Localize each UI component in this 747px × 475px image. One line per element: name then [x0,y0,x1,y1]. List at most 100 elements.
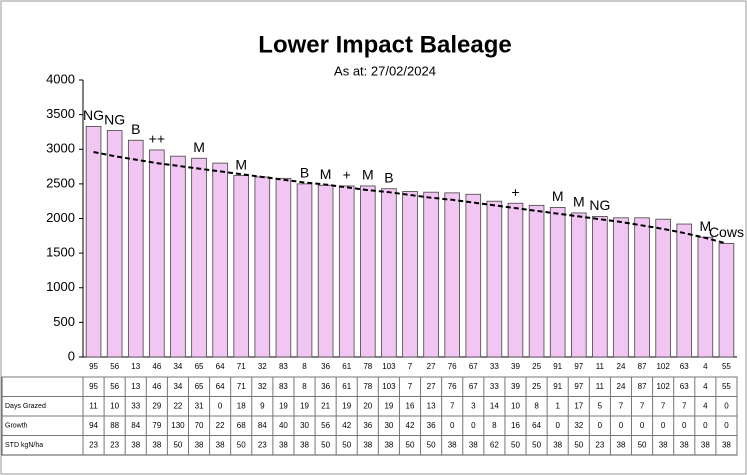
table-header: 25 [532,382,541,391]
x-tick-label: 71 [237,362,246,371]
table-cell: 11 [89,401,98,410]
bar [570,212,587,358]
table-cell: 19 [342,401,351,410]
table-cell: 64 [532,421,541,430]
table-cell: 0 [682,421,687,430]
x-tick-label: 63 [680,362,689,371]
table-cell: 50 [427,440,436,449]
y-tick-label: 3500 [46,106,75,121]
table-cell: 70 [195,421,204,430]
table-cell: 10 [511,401,520,410]
x-tick-label: 46 [152,362,161,371]
table-cell: 38 [195,440,204,449]
table-cell: 50 [574,440,583,449]
x-tick-label: 27 [427,362,436,371]
bar [528,204,545,358]
table-header: 32 [258,382,267,391]
table-cell: 30 [384,421,393,430]
annotation: B [384,169,393,185]
x-tick-label: 33 [490,362,499,371]
bar [85,125,102,358]
table-cell: 7 [682,401,687,410]
y-tick-label: 2500 [46,175,75,190]
table-cell: 88 [110,421,119,430]
table-header: 56 [110,382,119,391]
bar [360,185,376,358]
bar [127,139,144,358]
annotation: M [235,156,247,172]
table-cell: 22 [216,421,225,430]
table-cell: 38 [363,440,372,449]
table-cell: 13 [427,401,436,410]
bar [486,200,503,358]
bar [254,176,271,358]
table-cell: 38 [701,440,710,449]
table-cell: 62 [490,440,499,449]
annotation: B [131,121,140,137]
table-header: 61 [342,382,351,391]
table-header: 63 [680,382,689,391]
x-tick-label: 76 [448,362,457,371]
table-cell: 50 [321,440,330,449]
annotation: M [700,218,712,234]
table-cell: 38 [216,440,225,449]
annotation: NG [83,107,104,123]
x-tick-label: 11 [596,362,605,371]
table-cell: 1 [555,401,560,410]
annotation: + [511,184,519,200]
table-cell: 0 [450,421,455,430]
table-cell: 50 [638,440,647,449]
y-tick-label: 1000 [46,279,75,294]
bar [338,185,355,358]
x-tick-label: 25 [532,362,541,371]
table-cell: 94 [89,421,98,430]
table-cell: 38 [469,440,478,449]
table-header: 103 [382,382,396,391]
bar [549,207,566,358]
table-cell: 38 [152,440,161,449]
x-tick-label: 91 [553,362,562,371]
table-cell: 0 [661,421,666,430]
table-header: 95 [89,382,98,391]
table-cell: 16 [406,401,415,410]
annotation: NG [104,111,125,127]
table-cell: 38 [384,440,393,449]
table-header: 24 [617,382,626,391]
bar [402,191,418,358]
x-tick-label: 64 [216,362,225,371]
table-header: 13 [131,382,140,391]
table-header: 64 [216,382,225,391]
x-tick-label: 67 [469,362,478,371]
x-tick-label: 34 [173,362,182,371]
table-header: 71 [237,382,246,391]
table-cell: 38 [617,440,626,449]
table-cell: 50 [532,440,541,449]
x-tick-label: 8 [302,362,307,371]
x-tick-label: 55 [722,362,731,371]
annotation: B [300,165,309,181]
table-cell: 8 [534,401,539,410]
bar [634,217,650,358]
x-tick-label: 32 [258,362,267,371]
table-cell: 30 [300,421,309,430]
table-cell: 0 [640,421,645,430]
x-tick-label: 87 [638,362,647,371]
table-cell: 68 [237,421,246,430]
annotation: + [343,167,351,183]
table-cell: 16 [511,421,520,430]
table-cell: 38 [131,440,140,449]
y-tick-label: 0 [68,348,75,363]
table-row-label: Days Grazed [5,403,46,410]
annotation: Cows [709,224,744,240]
table-cell: 22 [173,401,182,410]
table-cell: 38 [722,440,731,449]
y-tick-label: 500 [53,314,75,329]
table-cell: 50 [406,440,415,449]
table-cell: 0 [555,421,560,430]
table-cell: 38 [553,440,562,449]
x-tick-label: 39 [511,362,520,371]
table-cell: 7 [619,401,624,410]
bar [296,183,313,358]
bar [507,202,524,358]
table-cell: 38 [279,440,288,449]
